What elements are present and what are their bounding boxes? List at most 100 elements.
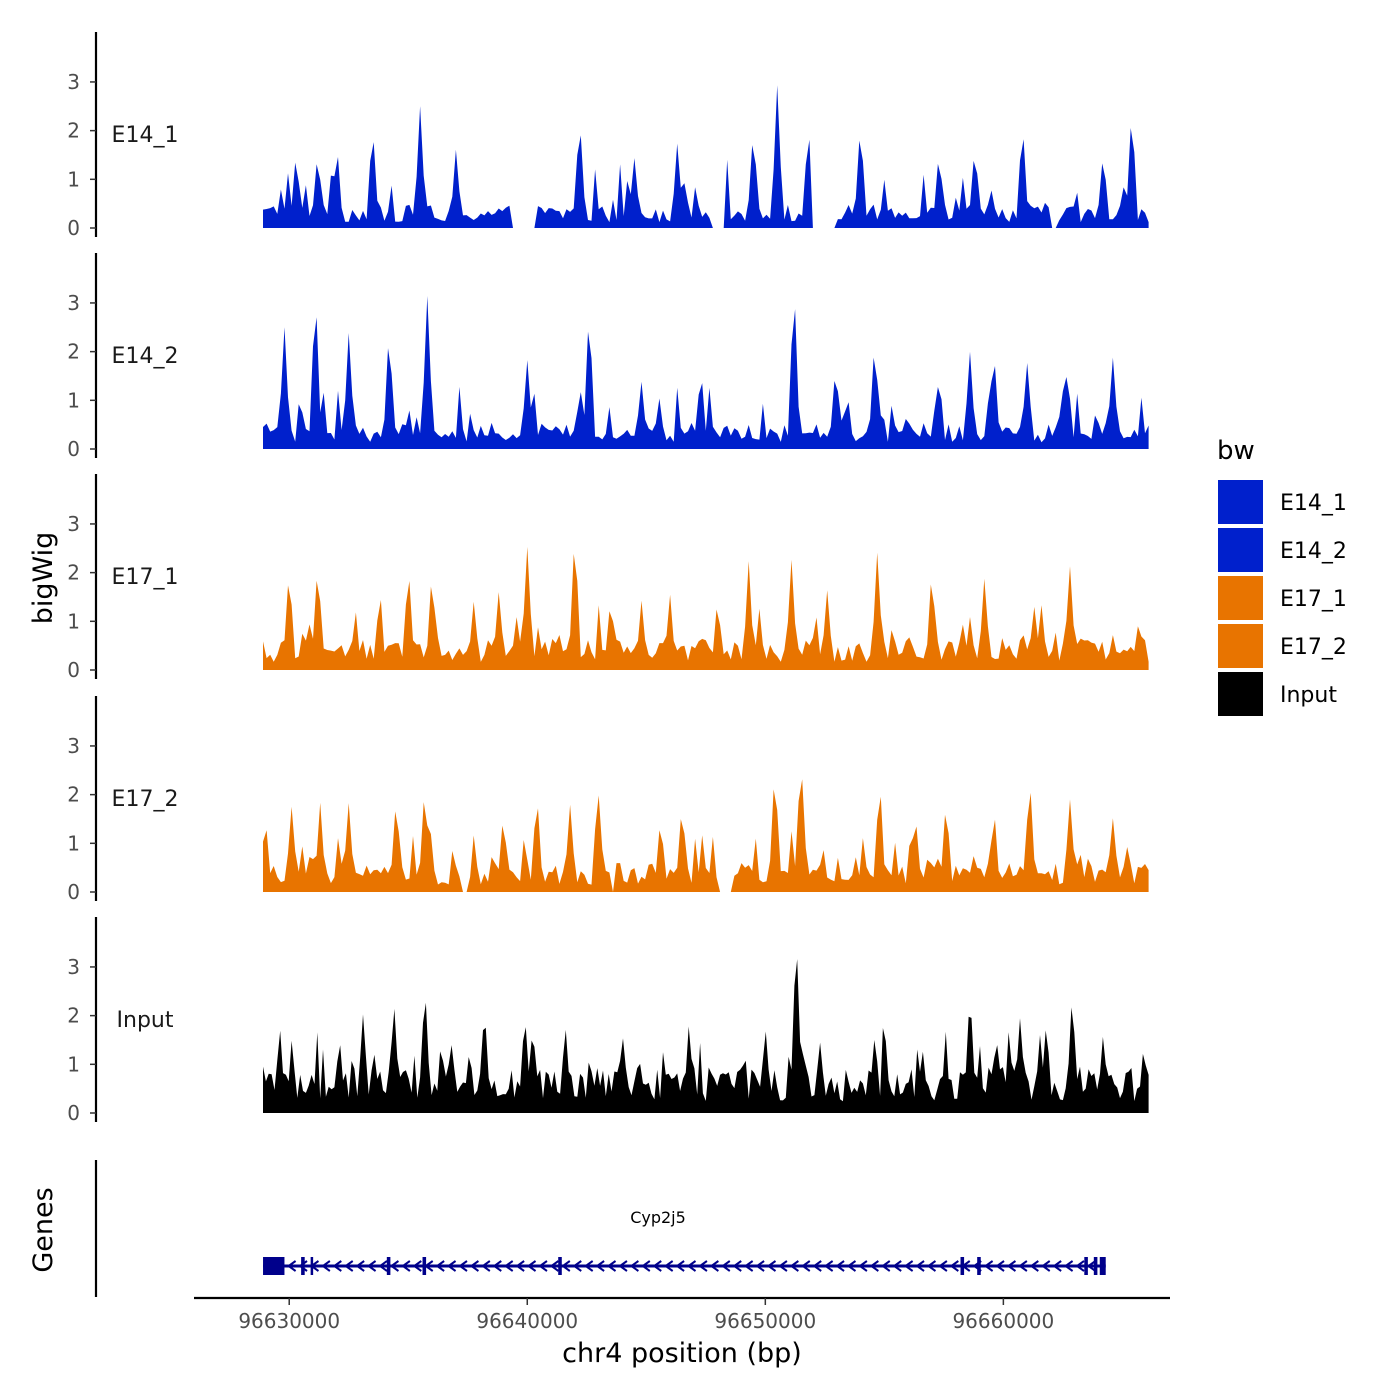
signal-area-E17_2 [263, 779, 1149, 892]
x-axis: 96630000 96640000 96650000 96660000 chr4 po… [194, 1296, 1170, 1369]
y-tick-label: 1 [67, 609, 80, 633]
x-tick-label: 96660000 [952, 1309, 1054, 1333]
track-label-E17_2: E17_2 [112, 787, 179, 812]
y-tick-label: 2 [67, 561, 80, 585]
signal-area-E14_2 [263, 296, 1149, 449]
track-E17_2: 0 1 2 3 E17_2 [67, 696, 1149, 904]
y-tick-label: 3 [67, 734, 80, 758]
y-tick-label: 0 [67, 658, 80, 682]
strand-arrow [721, 1260, 731, 1272]
strand-arrow [709, 1260, 719, 1272]
gene-exon [263, 1257, 285, 1275]
gene-exon [1084, 1257, 1088, 1275]
strand-arrow [606, 1260, 617, 1272]
strand-arrow [938, 1260, 948, 1272]
strand-arrow [983, 1260, 994, 1272]
gene-name-label: Cyp2j5 [630, 1208, 686, 1227]
strand-arrow [858, 1260, 868, 1272]
strand-arrow [1063, 1260, 1074, 1272]
track-E17_1: 0 1 2 3 E17_1 [67, 474, 1149, 682]
gene-exon [1099, 1257, 1106, 1275]
strand-arrow [686, 1260, 697, 1272]
strand-arrow [766, 1260, 777, 1272]
signal-area-Input [263, 959, 1149, 1113]
y-tick-label: 0 [67, 1101, 80, 1125]
y-axis-title: bigWig [28, 532, 59, 625]
strand-arrow [366, 1260, 377, 1272]
gene-model [263, 1257, 1106, 1275]
strand-arrow [481, 1260, 491, 1272]
strand-arrow [583, 1260, 594, 1272]
strand-arrow [869, 1260, 879, 1272]
strand-arrow [881, 1260, 891, 1272]
strand-arrow [641, 1260, 651, 1272]
strand-arrow [286, 1260, 297, 1272]
strand-arrow [755, 1260, 765, 1272]
strand-arrow [412, 1260, 422, 1272]
strand-arrow [675, 1260, 685, 1272]
strand-arrow [903, 1260, 914, 1272]
strand-arrow [1018, 1260, 1028, 1272]
strand-arrow [1029, 1260, 1039, 1272]
legend-label-E17_1: E17_1 [1280, 587, 1347, 612]
strand-arrow [1075, 1260, 1085, 1272]
legend-label-E14_1: E14_1 [1280, 491, 1347, 516]
y-tick-label: 3 [67, 291, 80, 315]
genes-axis-title: Genes [28, 1187, 59, 1272]
legend-entries: E14_1 E14_2 E17_1 E17_2 Input [1218, 480, 1347, 716]
gene-exon [386, 1257, 391, 1275]
strand-arrow [926, 1260, 937, 1272]
strand-arrow [378, 1260, 388, 1272]
legend-swatch-E17_1 [1218, 576, 1263, 620]
track-Input: 0 1 2 3 Input [67, 917, 1149, 1125]
legend-swatch-E14_1 [1218, 480, 1263, 524]
legend: bw E14_1 E14_2 E17_1 E17_2 Input [1217, 436, 1347, 716]
strand-arrow [949, 1260, 959, 1272]
strand-arrow [595, 1260, 605, 1272]
strand-arrow [743, 1260, 754, 1272]
gene-exon [977, 1257, 981, 1275]
strand-arrow [389, 1260, 400, 1272]
strand-arrow [515, 1260, 525, 1272]
strand-arrow [321, 1260, 331, 1272]
strand-arrow [538, 1260, 548, 1272]
strand-arrow [652, 1260, 662, 1272]
x-axis-ticks: 96630000 96640000 96650000 96660000 [238, 1298, 1054, 1333]
strand-arrow [446, 1260, 457, 1272]
y-tick-label: 0 [67, 880, 80, 904]
strand-arrow [892, 1260, 902, 1272]
strand-arrow [801, 1260, 811, 1272]
y-tick-label: 2 [67, 119, 80, 143]
strand-arrow [503, 1260, 514, 1272]
strand-arrow [549, 1260, 559, 1272]
strand-arrow [492, 1260, 502, 1272]
track-E14_1: 0 1 2 3 E14_1 [67, 32, 1149, 240]
strand-arrow [332, 1260, 342, 1272]
strand-arrow [846, 1260, 857, 1272]
y-tick-label: 2 [67, 783, 80, 807]
strand-arrow [789, 1260, 799, 1272]
x-axis-title: chr4 position (bp) [562, 1338, 802, 1369]
gene-exon [1093, 1257, 1098, 1275]
y-tick-label: 1 [67, 831, 80, 855]
legend-swatch-Input [1218, 672, 1263, 716]
y-tick-label: 3 [67, 955, 80, 979]
y-tick-label: 3 [67, 70, 80, 94]
y-tick-label: 1 [67, 167, 80, 191]
strand-arrow [823, 1260, 834, 1272]
strand-arrow [355, 1260, 365, 1272]
track-label-E17_1: E17_1 [112, 565, 179, 590]
gene-exon [301, 1257, 305, 1275]
track-E14_2: 0 1 2 3 E14_2 [67, 253, 1149, 461]
gene-exon [422, 1257, 427, 1275]
x-tick-label: 96630000 [238, 1309, 340, 1333]
signal-area-E14_1 [263, 85, 1149, 228]
strand-arrow [561, 1260, 571, 1272]
y-tick-label: 1 [67, 1052, 80, 1076]
legend-swatch-E14_2 [1218, 528, 1263, 572]
gene-exon [310, 1257, 314, 1275]
strand-arrow [526, 1260, 537, 1272]
gene-track: Genes Cyp2j5 [28, 1160, 1106, 1297]
x-tick-label: 96650000 [714, 1309, 816, 1333]
strand-arrow [732, 1260, 742, 1272]
